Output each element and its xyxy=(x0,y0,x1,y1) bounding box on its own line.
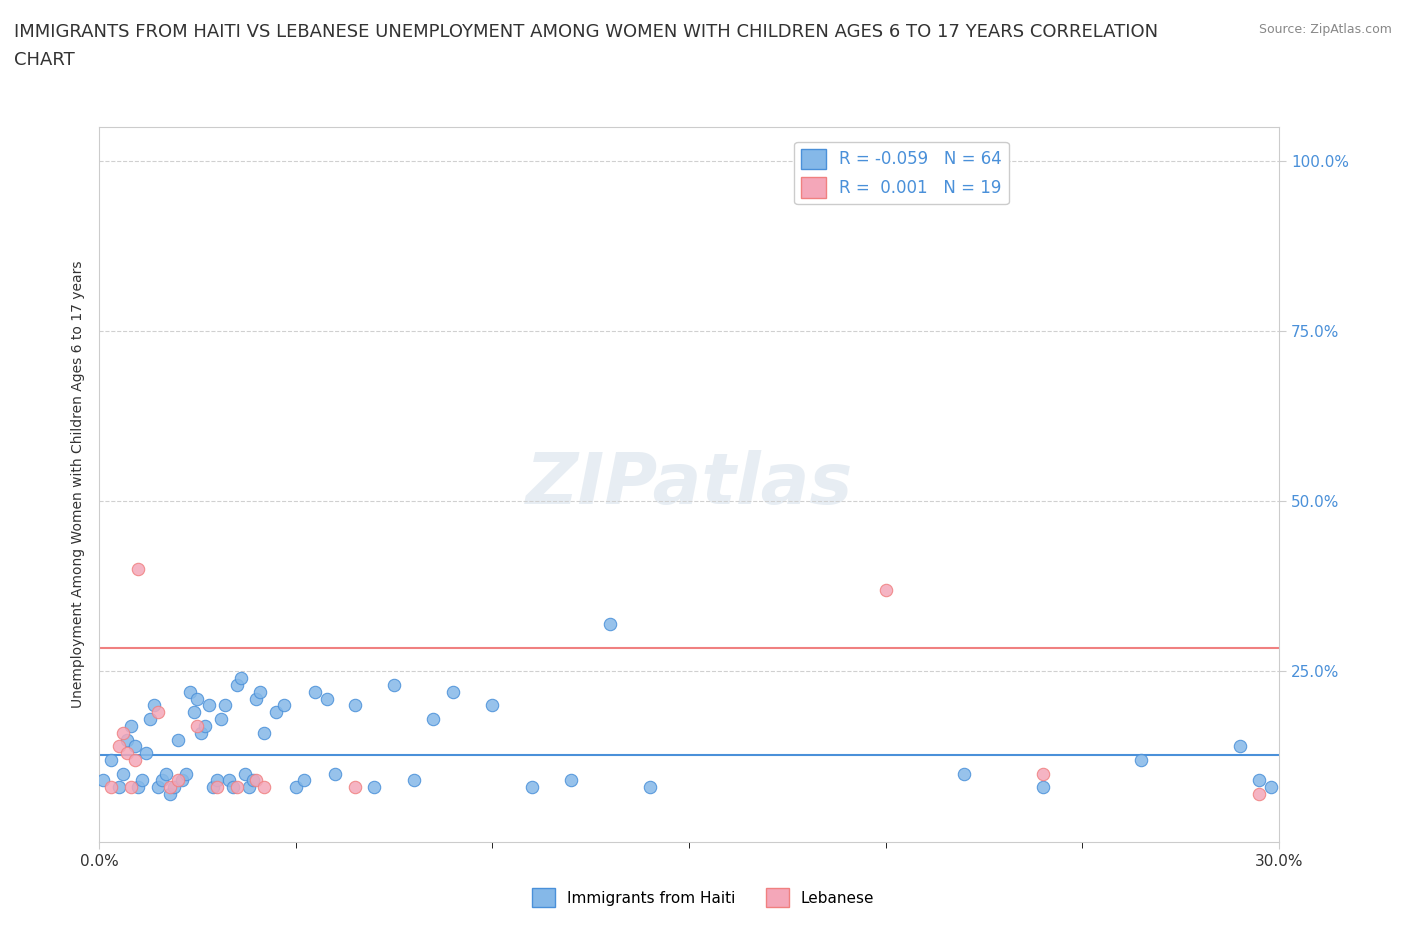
Immigrants from Haiti xyxy=(131,773,153,788)
Immigrants from Haiti xyxy=(170,773,193,788)
Immigrants from Haiti xyxy=(441,684,464,699)
Immigrants from Haiti xyxy=(166,732,188,747)
Immigrants from Haiti xyxy=(115,732,138,747)
Immigrants from Haiti xyxy=(202,779,225,794)
Lebanese xyxy=(124,752,146,767)
Immigrants from Haiti xyxy=(120,719,142,734)
Immigrants from Haiti xyxy=(159,787,181,802)
Immigrants from Haiti xyxy=(245,691,267,706)
Legend: R = -0.059   N = 64, R =  0.001   N = 19: R = -0.059 N = 64, R = 0.001 N = 19 xyxy=(794,142,1008,205)
Immigrants from Haiti xyxy=(1249,773,1271,788)
Immigrants from Haiti xyxy=(1229,739,1251,754)
Lebanese xyxy=(1249,787,1271,802)
Immigrants from Haiti xyxy=(273,698,295,713)
Immigrants from Haiti xyxy=(186,691,208,706)
Lebanese xyxy=(245,773,267,788)
Immigrants from Haiti xyxy=(100,752,122,767)
Immigrants from Haiti xyxy=(143,698,166,713)
Lebanese xyxy=(111,725,134,740)
Immigrants from Haiti xyxy=(481,698,503,713)
Lebanese xyxy=(159,779,181,794)
Immigrants from Haiti xyxy=(343,698,366,713)
Lebanese xyxy=(225,779,247,794)
Immigrants from Haiti xyxy=(127,779,149,794)
Immigrants from Haiti xyxy=(218,773,240,788)
Text: CHART: CHART xyxy=(14,51,75,69)
Lebanese xyxy=(100,779,122,794)
Immigrants from Haiti xyxy=(363,779,385,794)
Immigrants from Haiti xyxy=(422,711,444,726)
Immigrants from Haiti xyxy=(242,773,264,788)
Text: ZIPatlas: ZIPatlas xyxy=(526,449,853,519)
Immigrants from Haiti xyxy=(198,698,221,713)
Text: Source: ZipAtlas.com: Source: ZipAtlas.com xyxy=(1258,23,1392,36)
Immigrants from Haiti xyxy=(520,779,543,794)
Immigrants from Haiti xyxy=(174,766,197,781)
Lebanese xyxy=(120,779,142,794)
Lebanese xyxy=(875,582,897,597)
Immigrants from Haiti xyxy=(264,705,287,720)
Lebanese xyxy=(166,773,188,788)
Immigrants from Haiti xyxy=(638,779,661,794)
Immigrants from Haiti xyxy=(183,705,205,720)
Lebanese xyxy=(1032,766,1054,781)
Immigrants from Haiti xyxy=(323,766,346,781)
Immigrants from Haiti xyxy=(229,671,252,685)
Lebanese xyxy=(186,719,208,734)
Immigrants from Haiti xyxy=(233,766,256,781)
Immigrants from Haiti xyxy=(249,684,271,699)
Immigrants from Haiti xyxy=(214,698,236,713)
Immigrants from Haiti xyxy=(225,678,247,693)
Immigrants from Haiti xyxy=(205,773,228,788)
Immigrants from Haiti xyxy=(238,779,260,794)
Lebanese xyxy=(146,705,169,720)
Text: IMMIGRANTS FROM HAITI VS LEBANESE UNEMPLOYMENT AMONG WOMEN WITH CHILDREN AGES 6 : IMMIGRANTS FROM HAITI VS LEBANESE UNEMPL… xyxy=(14,23,1159,41)
Immigrants from Haiti xyxy=(382,678,405,693)
Immigrants from Haiti xyxy=(1130,752,1153,767)
Immigrants from Haiti xyxy=(953,766,976,781)
Immigrants from Haiti xyxy=(194,719,217,734)
Immigrants from Haiti xyxy=(124,739,146,754)
Immigrants from Haiti xyxy=(146,779,169,794)
Lebanese xyxy=(253,779,276,794)
Lebanese xyxy=(127,562,149,577)
Immigrants from Haiti xyxy=(284,779,307,794)
Immigrants from Haiti xyxy=(1032,779,1054,794)
Immigrants from Haiti xyxy=(1260,779,1282,794)
Lebanese xyxy=(107,739,129,754)
Immigrants from Haiti xyxy=(91,773,114,788)
Immigrants from Haiti xyxy=(316,691,339,706)
Immigrants from Haiti xyxy=(190,725,212,740)
Immigrants from Haiti xyxy=(150,773,173,788)
Immigrants from Haiti xyxy=(304,684,326,699)
Immigrants from Haiti xyxy=(560,773,582,788)
Immigrants from Haiti xyxy=(155,766,177,781)
Immigrants from Haiti xyxy=(402,773,425,788)
Immigrants from Haiti xyxy=(139,711,162,726)
Immigrants from Haiti xyxy=(135,746,157,761)
Lebanese xyxy=(115,746,138,761)
Immigrants from Haiti xyxy=(599,617,621,631)
Y-axis label: Unemployment Among Women with Children Ages 6 to 17 years: Unemployment Among Women with Children A… xyxy=(72,260,86,708)
Immigrants from Haiti xyxy=(111,766,134,781)
Immigrants from Haiti xyxy=(209,711,232,726)
Immigrants from Haiti xyxy=(163,779,186,794)
Immigrants from Haiti xyxy=(222,779,245,794)
Lebanese xyxy=(343,779,366,794)
Immigrants from Haiti xyxy=(253,725,276,740)
Immigrants from Haiti xyxy=(179,684,201,699)
Legend: Immigrants from Haiti, Lebanese: Immigrants from Haiti, Lebanese xyxy=(526,883,880,913)
Lebanese xyxy=(205,779,228,794)
Immigrants from Haiti xyxy=(292,773,315,788)
Immigrants from Haiti xyxy=(107,779,129,794)
